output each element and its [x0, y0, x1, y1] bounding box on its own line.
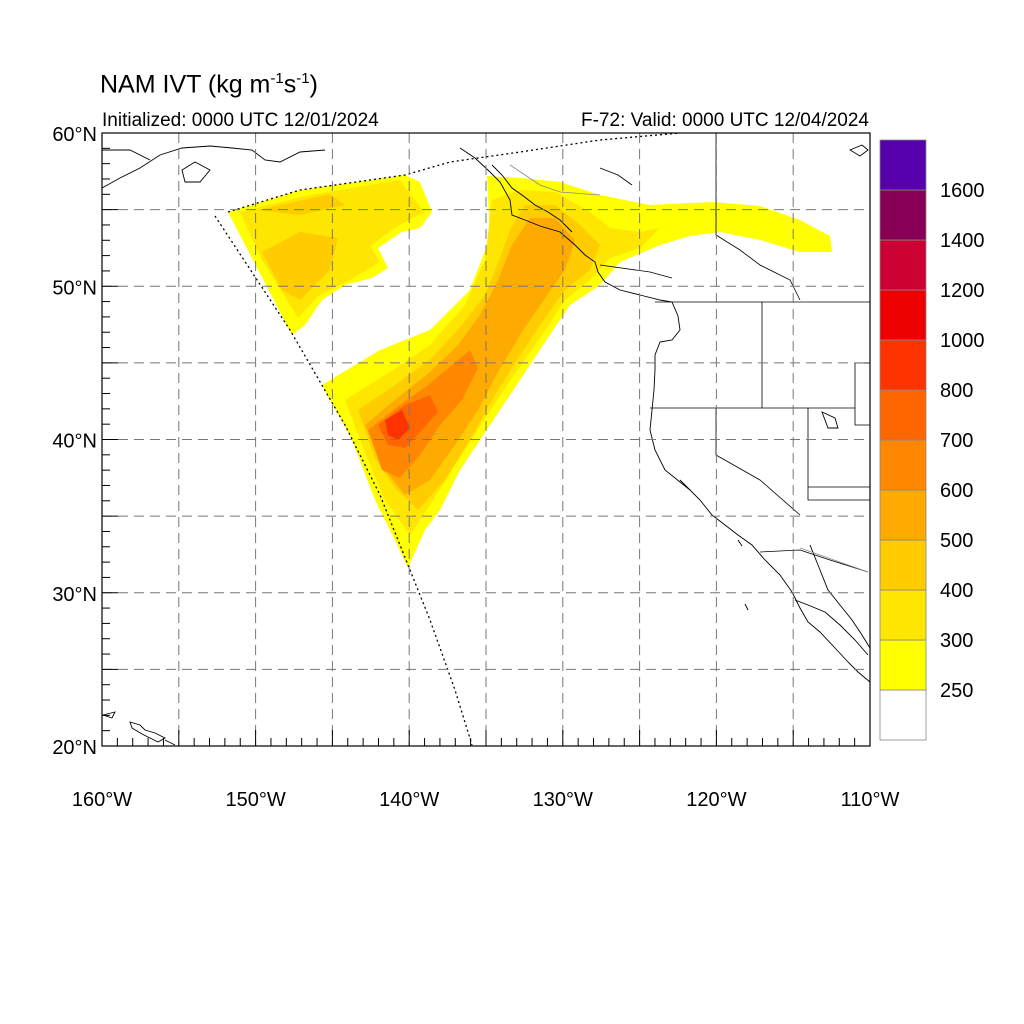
graticule [102, 133, 870, 746]
initialized-label: Initialized: 0000 UTC 12/01/2024 [102, 110, 379, 131]
axis-ticks [101, 132, 871, 747]
colorbar-label: 1400 [940, 230, 985, 252]
ivt-field [228, 175, 832, 568]
colorbar-label: 600 [940, 480, 973, 502]
ivt-contour-800 [385, 410, 410, 440]
colorbar-bin [879, 639, 927, 691]
colorbar-label: 1000 [940, 330, 985, 352]
valid-time-label: F-72: Valid: 0000 UTC 12/04/2024 [581, 110, 869, 131]
domain-boundary-top [227, 132, 681, 213]
lon-label: 120°W [686, 789, 746, 811]
colorbar-bin [879, 489, 927, 541]
colorbar-bin [879, 189, 927, 241]
colorbar-label: 500 [940, 530, 973, 552]
ivt-contour-400 [262, 232, 338, 300]
colorbar-label: 700 [940, 430, 973, 452]
colorbar-bin [879, 589, 927, 641]
lon-label: 130°W [533, 789, 593, 811]
axis-labels: 60°N 50°N 40°N 30°N 20°N 160°W 150°W 140°W 130°W… [52, 124, 899, 811]
colorbar-bin [879, 239, 927, 291]
colorbar-label: 1600 [940, 180, 985, 202]
colorbar-bin [879, 439, 927, 491]
lon-label: 110°W [841, 789, 900, 811]
lat-label: 50°N [52, 277, 97, 299]
colorbar-label: 300 [940, 630, 973, 652]
colorbar: 250 300 400 500 600 700 800 1000 1200 1400 1600 [879, 139, 985, 741]
lon-label: 140°W [379, 789, 439, 811]
boundaries [599, 133, 870, 573]
lon-label: 150°W [225, 789, 285, 811]
colorbar-bin [879, 689, 927, 741]
lat-label: 20°N [52, 737, 97, 759]
colorbar-label: 250 [940, 680, 973, 702]
colorbar-bin [879, 139, 927, 191]
colorbar-bin [879, 389, 927, 441]
colorbar-bin [879, 289, 927, 341]
colorbar-bin [879, 339, 927, 391]
lat-label: 60°N [52, 124, 97, 146]
lon-label: 160°W [72, 789, 132, 811]
lat-label: 30°N [52, 584, 97, 606]
lat-label: 40°N [52, 431, 97, 453]
colorbar-bin [879, 539, 927, 591]
colorbar-label: 400 [940, 580, 973, 602]
map-title: NAM IVT (kg m-1s-1) [100, 70, 318, 99]
country-borders [509, 164, 869, 573]
colorbar-label: 1200 [940, 280, 985, 302]
domain-boundary [214, 215, 473, 746]
colorbar-label: 800 [940, 380, 973, 402]
